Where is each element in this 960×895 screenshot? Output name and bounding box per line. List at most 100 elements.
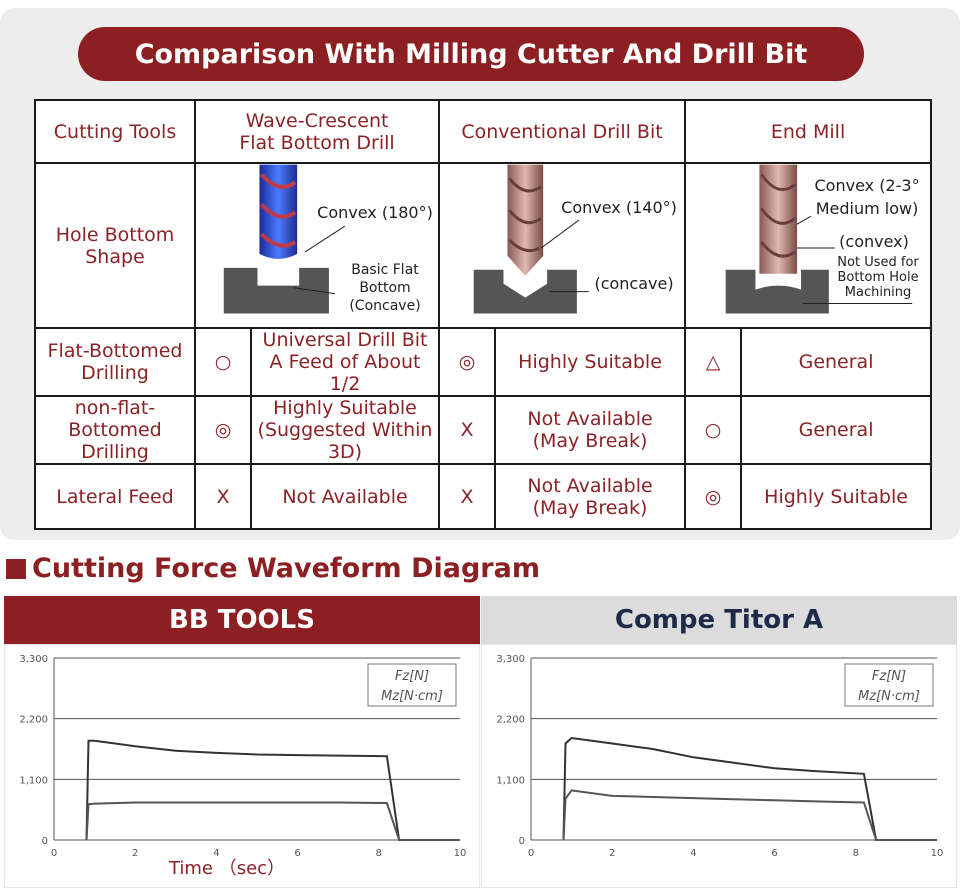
- wave-ann-convex: Convex (180°): [317, 203, 433, 222]
- header-cutting-tools: Cutting Tools: [34, 99, 196, 164]
- row-label: Lateral Feed: [34, 463, 196, 530]
- hole-shape-wave-crescent: Convex (180°) Basic Flat Bottom (Concave…: [193, 162, 441, 329]
- rating-text-line1: Not Available: [282, 485, 408, 508]
- legend-entry: Fz[N]: [872, 669, 906, 684]
- rating-text-line2: (Suggested Within 3D): [257, 419, 433, 463]
- header-col1-line1: Wave-Crescent: [245, 109, 389, 132]
- x-tick-label: 6: [294, 848, 300, 859]
- rating-text: Universal Drill Bit A Feed of About 1/2: [249, 327, 441, 397]
- rating-text: Highly Suitable (Suggested Within 3D): [249, 395, 441, 465]
- conventional-ann-concave: (concave): [594, 274, 674, 293]
- conventional-drill-illustration: [473, 164, 589, 314]
- header-col1-line2: Flat Bottom Drill: [239, 131, 395, 154]
- section-header: Cutting Force Waveform Diagram: [6, 553, 540, 584]
- table-row: Flat-Bottomed Drilling ○ Universal Drill …: [34, 327, 933, 397]
- rating-symbol: ◎: [194, 395, 252, 465]
- hole-shape-end-mill: Convex (2-3° Medium low) (convex) Not Us…: [684, 162, 933, 329]
- rating-text: General: [740, 395, 933, 465]
- legend-entry: Mz[N·cm]: [858, 689, 920, 704]
- wave-drill-illustration: [223, 164, 346, 314]
- header-end-mill: End Mill: [684, 99, 933, 164]
- x-axis-label: Time （sec）: [168, 858, 285, 879]
- y-tick-label: 0: [42, 836, 48, 847]
- series-line: [562, 789, 937, 841]
- rating-symbol: X: [438, 463, 497, 530]
- x-tick-label: 2: [132, 848, 138, 859]
- hole-shape-label-line2: Shape: [85, 245, 145, 268]
- chart-bb-tools: BB TOOLS 0 1,100 2,200 3,300 0 2 4 6 8 10 Fz[N] Mz[…: [4, 596, 480, 888]
- row-label: Flat-Bottomed Drilling: [34, 327, 196, 397]
- legend-entry: Mz[N·cm]: [381, 689, 443, 704]
- legend-entry: Fz[N]: [395, 669, 429, 684]
- rating-symbol: X: [438, 395, 497, 465]
- rating-text: General: [740, 327, 933, 397]
- rating-text-line2: A Feed of About 1/2: [269, 351, 421, 395]
- rating-symbol: ◎: [684, 463, 743, 530]
- legend-box: [367, 663, 457, 707]
- rating-symbol: X: [194, 463, 252, 530]
- endmill-ann-convex-paren: (convex): [839, 232, 909, 251]
- header-wave-crescent: Wave-Crescent Flat Bottom Drill: [193, 99, 441, 164]
- section-square-icon: [6, 558, 26, 579]
- rating-text-line1: Not Available: [527, 474, 653, 497]
- endmill-ann-notused-l2: Bottom Hole: [837, 270, 919, 285]
- y-tick-label: 2,200: [496, 715, 525, 726]
- rating-text: Highly Suitable: [494, 327, 687, 397]
- rating-text-line1: Highly Suitable: [273, 397, 417, 419]
- row-label-line2: Drilling: [81, 362, 149, 384]
- row-label-line2: Bottomed Drilling: [68, 419, 162, 463]
- endmill-ann-convex-l2: Medium low): [815, 199, 919, 218]
- y-tick-label: 1,100: [19, 775, 48, 786]
- rating-text-line2: (May Break): [532, 496, 648, 519]
- table-row: Lateral Feed X Not Available X Not Avail…: [34, 463, 933, 530]
- rating-symbol: ○: [194, 327, 252, 397]
- endmill-ann-notused-l1: Not Used for: [837, 255, 919, 270]
- wave-ann-flat-l2: Bottom: [359, 280, 411, 296]
- x-tick-label: 10: [931, 848, 944, 859]
- rating-text: Highly Suitable: [740, 463, 933, 530]
- chart-title: Compe Titor A: [481, 596, 957, 644]
- x-tick-label: 2: [609, 848, 615, 859]
- x-tick-label: 8: [376, 848, 382, 859]
- comparison-table: Cutting Tools Wave-Crescent Flat Bottom …: [34, 99, 933, 530]
- rating-text-line1: Universal Drill Bit: [262, 329, 428, 351]
- y-tick-label: 3,300: [496, 654, 525, 665]
- x-tick-label: 6: [771, 848, 777, 859]
- rating-text-line1: Not Available: [527, 408, 653, 430]
- x-tick-label: 10: [454, 848, 467, 859]
- section-title: Cutting Force Waveform Diagram: [32, 553, 540, 584]
- endmill-ann-notused-l3: Machining: [844, 285, 912, 300]
- rating-text: Not Available (May Break): [494, 395, 687, 465]
- x-tick-label: 0: [528, 848, 534, 859]
- header-conventional-drill: Conventional Drill Bit: [438, 99, 687, 164]
- row-label: non-flat- Bottomed Drilling: [34, 395, 196, 465]
- end-mill-illustration: [725, 164, 913, 314]
- endmill-ann-convex-l1: Convex (2-3°: [814, 176, 920, 195]
- rating-text: Not Available (May Break): [494, 463, 687, 530]
- y-tick-label: 0: [519, 836, 525, 847]
- rating-symbol: △: [684, 327, 743, 397]
- rating-symbol: ○: [684, 395, 743, 465]
- y-tick-label: 3,300: [19, 654, 48, 665]
- chart-plot: 0 1,100 2,200 3,300 0 2 4 6 8 10 Fz[N] Mz[N·cm]: [481, 644, 957, 888]
- chart-plot: 0 1,100 2,200 3,300 0 2 4 6 8 10 Fz[N] Mz[N·cm] Time…: [4, 644, 480, 888]
- legend-box: [844, 663, 934, 707]
- chart-competitor-a: Compe Titor A 0 1,100 2,200 3,300 0 2 4 6 8 10 Fz[…: [481, 596, 957, 888]
- page-title: Comparison With Milling Cutter And Drill…: [78, 27, 864, 81]
- chart-title: BB TOOLS: [4, 596, 480, 644]
- rating-text-line1: Highly Suitable: [518, 351, 662, 373]
- x-tick-label: 8: [853, 848, 859, 859]
- x-tick-label: 0: [51, 848, 57, 859]
- x-tick-label: 4: [213, 848, 219, 859]
- hole-shape-label: Hole Bottom Shape: [34, 162, 196, 329]
- table-row: non-flat- Bottomed Drilling ◎ Highly Suit…: [34, 395, 933, 465]
- table-header-row: Cutting Tools Wave-Crescent Flat Bottom …: [34, 99, 933, 164]
- row-label-line1: Lateral Feed: [56, 485, 174, 508]
- hole-shape-label-line1: Hole Bottom: [55, 223, 175, 246]
- conventional-ann-convex: Convex (140°): [561, 198, 677, 217]
- hole-shape-row: Hole Bottom Shape Conv: [34, 162, 933, 329]
- wave-ann-flat-l3: (Concave): [349, 298, 421, 314]
- rating-symbol: ◎: [438, 327, 497, 397]
- series-line: [85, 801, 460, 841]
- row-label-line1: Flat-Bottomed: [47, 340, 183, 362]
